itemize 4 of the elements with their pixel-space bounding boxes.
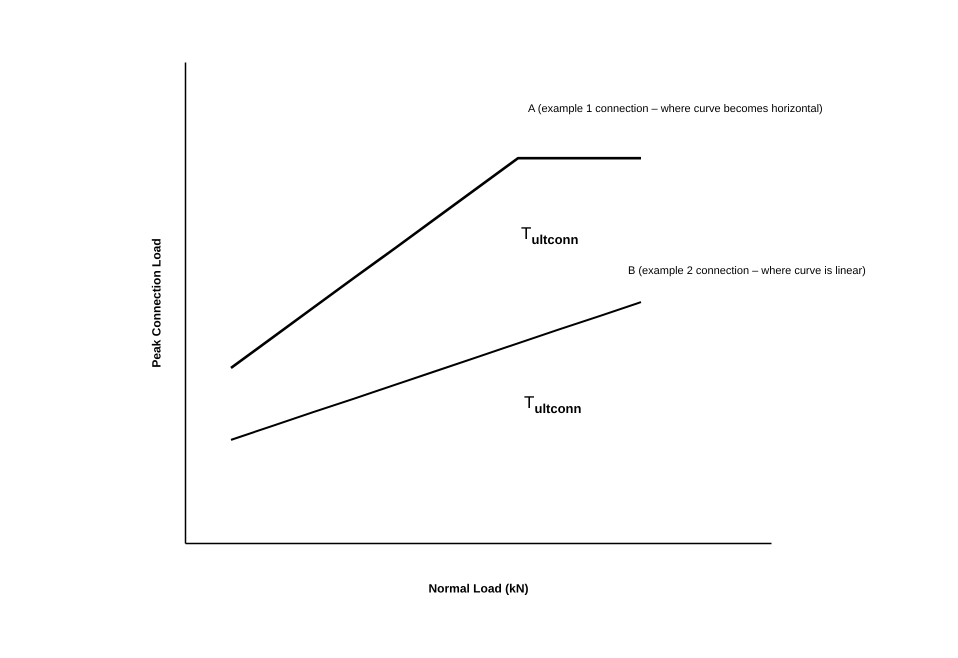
- y-axis-title: Peak Connection Load: [150, 238, 164, 368]
- annotation: B (example 2 connection – where curve is linear): [628, 265, 866, 277]
- text: A (example 1 connection – where curve becomes horizontal): [528, 103, 823, 115]
- x-axis-title: Normal Load (kN): [428, 582, 529, 596]
